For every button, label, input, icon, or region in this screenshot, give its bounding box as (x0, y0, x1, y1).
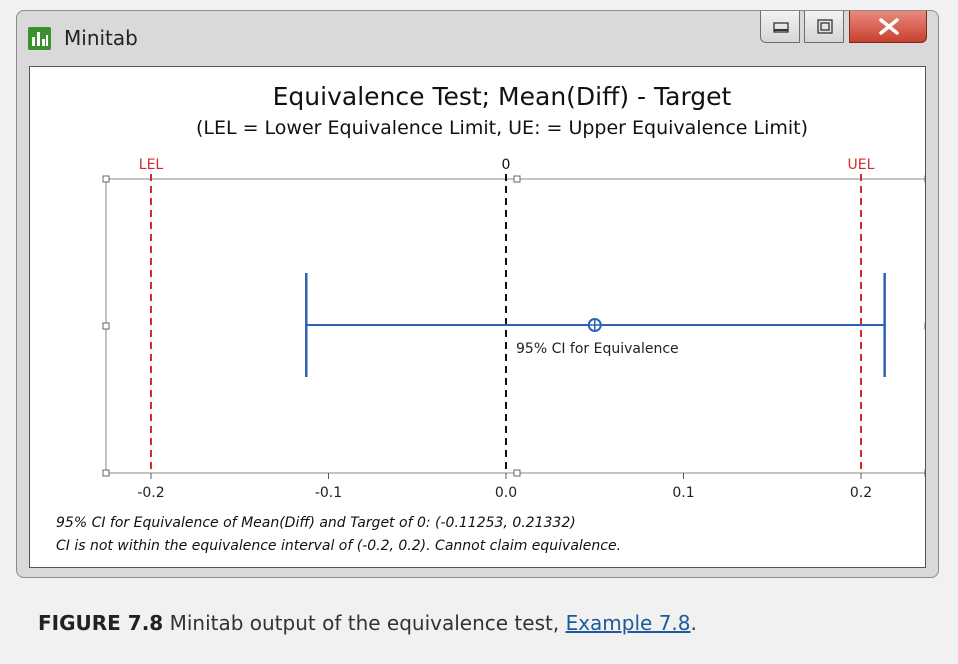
x-tick-label: 0.1 (672, 485, 694, 501)
selection-handle (102, 469, 110, 477)
confidence-interval: 95% CI for Equivalence (305, 273, 886, 377)
maximize-button[interactable] (804, 11, 844, 43)
selection-handle (513, 469, 521, 477)
minitab-window: Minitab Equivalence Test; Mean(Diff) - T… (16, 10, 939, 578)
selection-handle (513, 175, 521, 183)
minimize-icon (773, 22, 789, 33)
minimize-button[interactable] (760, 11, 800, 43)
equivalence-chart: Equivalence Test; Mean(Diff) - Target (L… (102, 82, 925, 501)
figure-caption: FIGURE 7.8 Minitab output of the equival… (38, 611, 697, 635)
reference-label-0: 0 (502, 157, 511, 173)
close-icon (879, 18, 899, 35)
selection-handle (102, 175, 110, 183)
x-tick-label: -0.1 (315, 485, 342, 501)
minitab-logo-icon (28, 27, 51, 50)
maximize-icon (817, 19, 833, 34)
footnote-conclusion: CI is not within the equivalence interva… (56, 538, 622, 554)
selection-handle (102, 322, 110, 330)
reference-label-lel: LEL (139, 157, 164, 173)
ci-label: 95% CI for Equivalence (516, 341, 679, 357)
caption-text: Minitab output of the equivalence test, (163, 611, 566, 635)
x-axis: -0.2 -0.1 0.0 0.1 0.2 (137, 473, 872, 501)
footnote-ci: 95% CI for Equivalence of Mean(Diff) and… (56, 515, 576, 531)
caption-label: FIGURE 7.8 (38, 611, 164, 635)
graph-canvas: Equivalence Test; Mean(Diff) - Target (L… (29, 66, 926, 568)
reference-label-uel: UEL (848, 157, 875, 173)
example-link[interactable]: Example 7.8 (565, 611, 691, 635)
x-tick-label: -0.2 (137, 485, 164, 501)
caption-suffix: . (690, 611, 697, 635)
x-tick-label: 0.2 (850, 485, 872, 501)
close-button[interactable] (849, 11, 927, 43)
x-tick-label: 0.0 (495, 485, 517, 501)
chart-subtitle: (LEL = Lower Equivalence Limit, UE: = Up… (196, 117, 808, 139)
reference-lines: LEL 0 UEL (139, 157, 875, 473)
window-title: Minitab (64, 26, 138, 50)
chart-title: Equivalence Test; Mean(Diff) - Target (273, 82, 732, 111)
plot-frame (102, 175, 925, 477)
title-bar[interactable]: Minitab (17, 11, 938, 67)
